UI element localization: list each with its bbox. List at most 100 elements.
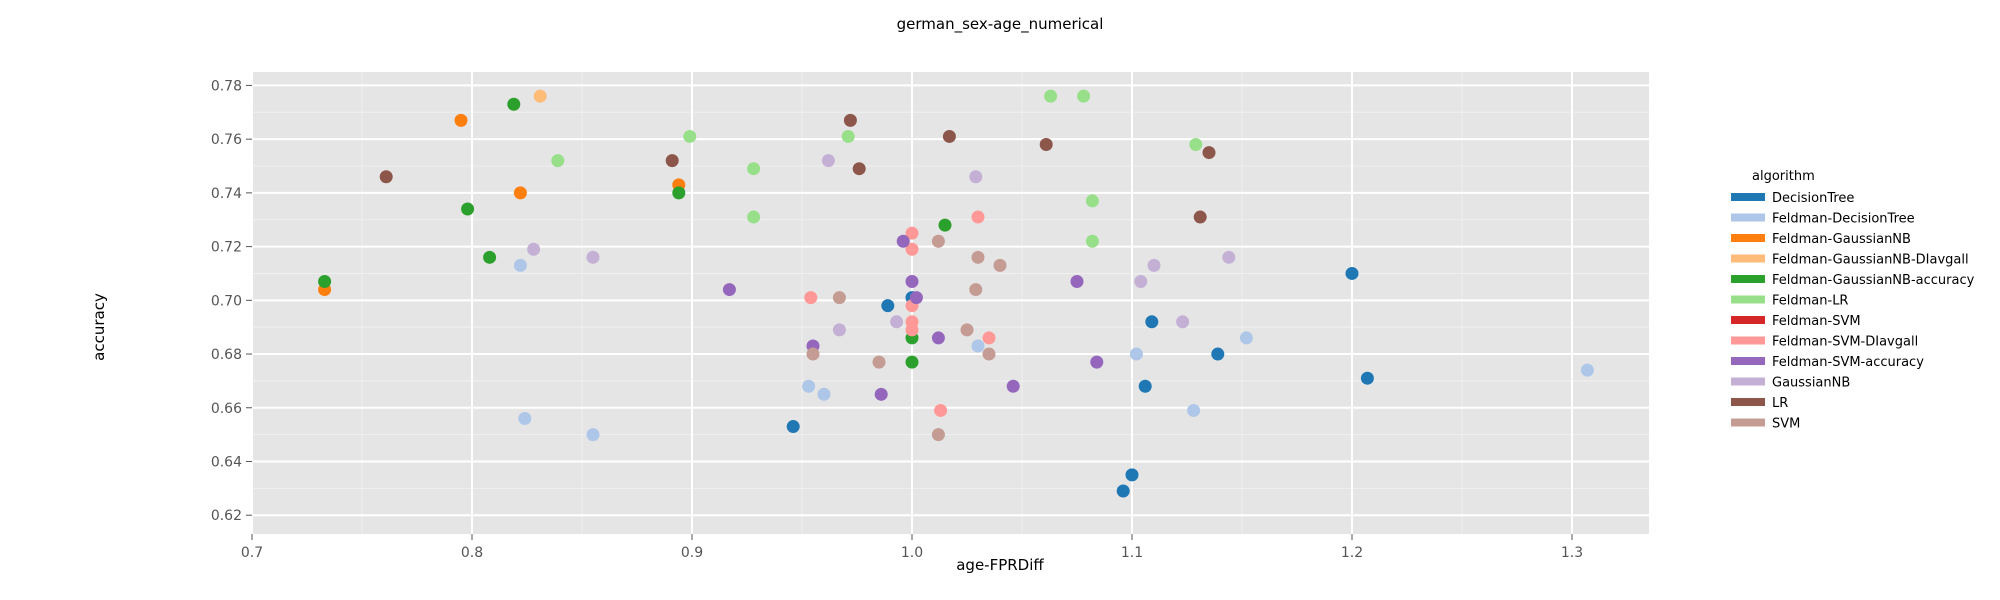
data-point: [971, 339, 985, 353]
data-point: [586, 250, 600, 264]
legend-swatch: [1731, 234, 1765, 242]
data-point: [747, 162, 761, 176]
data-point: [672, 186, 686, 200]
data-point: [461, 202, 475, 216]
data-point: [1138, 379, 1152, 393]
data-point: [843, 113, 857, 127]
x-tick-label: 1.2: [1341, 545, 1363, 561]
data-point: [483, 250, 497, 264]
data-point: [1189, 138, 1203, 152]
data-point: [971, 210, 985, 224]
legend-swatch: [1731, 418, 1765, 427]
data-point: [905, 275, 919, 289]
data-point: [931, 234, 945, 248]
data-point: [786, 420, 800, 434]
data-point: [896, 234, 910, 248]
data-point: [993, 258, 1007, 272]
x-axis-label: age-FPRDiff: [956, 556, 1044, 574]
data-point: [1077, 89, 1091, 103]
data-point: [551, 154, 565, 168]
data-point: [942, 129, 956, 143]
data-point: [586, 428, 600, 442]
data-point: [518, 412, 532, 425]
data-point: [1176, 315, 1190, 329]
y-axis-label: accuracy: [90, 293, 108, 361]
data-point: [931, 331, 945, 345]
data-point: [931, 428, 945, 442]
major-gridlines: [251, 72, 1649, 534]
data-point: [1211, 347, 1225, 361]
data-point: [1345, 266, 1359, 280]
legend: DecisionTree Feldman-DecisionTree Feldman-…: [1731, 191, 1975, 432]
data-point: [1044, 89, 1058, 103]
data-point: [533, 89, 547, 103]
legend-label: Feldman-SVM-DIavgall: [1772, 335, 1918, 350]
data-point: [982, 331, 996, 345]
data-point: [1085, 234, 1099, 248]
data-point: [379, 170, 393, 184]
data-point: [1116, 484, 1130, 498]
data-point: [1360, 371, 1374, 385]
minor-gridlines: [252, 72, 1649, 534]
data-point: [982, 347, 996, 361]
data-point: [841, 129, 855, 143]
data-point: [905, 355, 919, 369]
data-point: [821, 154, 835, 168]
legend-swatch: [1731, 316, 1765, 324]
axis-ticks: 0.7 0.8 0.9 1.0 1.1 1.2 1.3 0.62 0.64 0.66 0.68 0.7…: [211, 78, 1583, 561]
data-point: [852, 162, 866, 176]
data-point: [832, 323, 846, 337]
data-point: [683, 129, 697, 143]
legend-swatch: [1731, 193, 1765, 201]
data-point: [1580, 363, 1594, 377]
data-point: [806, 347, 820, 361]
legend-swatch: [1731, 295, 1765, 304]
legend-label: Feldman-LR: [1772, 294, 1848, 309]
x-tick-label: 1.1: [1121, 545, 1143, 561]
y-tick-label: 0.72: [211, 240, 242, 256]
chart-title: german_sex-age_numerical: [897, 15, 1104, 34]
data-point: [1145, 315, 1159, 329]
data-point: [1193, 210, 1207, 224]
legend-swatch: [1731, 377, 1765, 386]
y-tick-label: 0.66: [211, 401, 242, 417]
data-point: [1187, 403, 1201, 417]
data-point: [1090, 355, 1104, 369]
x-tick-label: 1.0: [901, 545, 923, 561]
data-point: [890, 315, 904, 329]
data-point: [1070, 275, 1084, 289]
data-point: [934, 403, 948, 417]
data-point: [1222, 250, 1236, 264]
data-point: [1006, 379, 1020, 393]
data-point: [905, 226, 919, 240]
data-point: [1125, 468, 1139, 482]
data-point: [527, 242, 541, 256]
legend-swatch: [1731, 275, 1765, 283]
data-point: [938, 218, 952, 232]
y-tick-label: 0.68: [211, 347, 242, 363]
data-point: [1147, 258, 1161, 272]
legend-label: Feldman-DecisionTree: [1772, 212, 1915, 227]
data-point: [665, 154, 679, 168]
data-point: [1202, 146, 1216, 160]
data-point: [881, 299, 895, 313]
y-tick-label: 0.70: [211, 293, 242, 309]
data-point: [454, 113, 468, 127]
legend-label: Feldman-SVM-accuracy: [1772, 355, 1924, 370]
legend-label: DecisionTree: [1772, 191, 1854, 206]
data-point: [971, 250, 985, 264]
data-point: [804, 291, 818, 305]
y-tick-label: 0.62: [211, 508, 242, 524]
legend-label: GaussianNB: [1772, 376, 1850, 391]
data-point: [722, 283, 736, 297]
data-point: [909, 291, 923, 305]
legend-swatch: [1731, 254, 1765, 263]
data-point: [1129, 347, 1143, 361]
legend-swatch: [1731, 336, 1765, 345]
data-points: [318, 89, 1594, 498]
data-point: [874, 387, 888, 401]
data-point: [1039, 138, 1053, 152]
legend-swatch: [1731, 213, 1765, 222]
data-point: [905, 242, 919, 256]
